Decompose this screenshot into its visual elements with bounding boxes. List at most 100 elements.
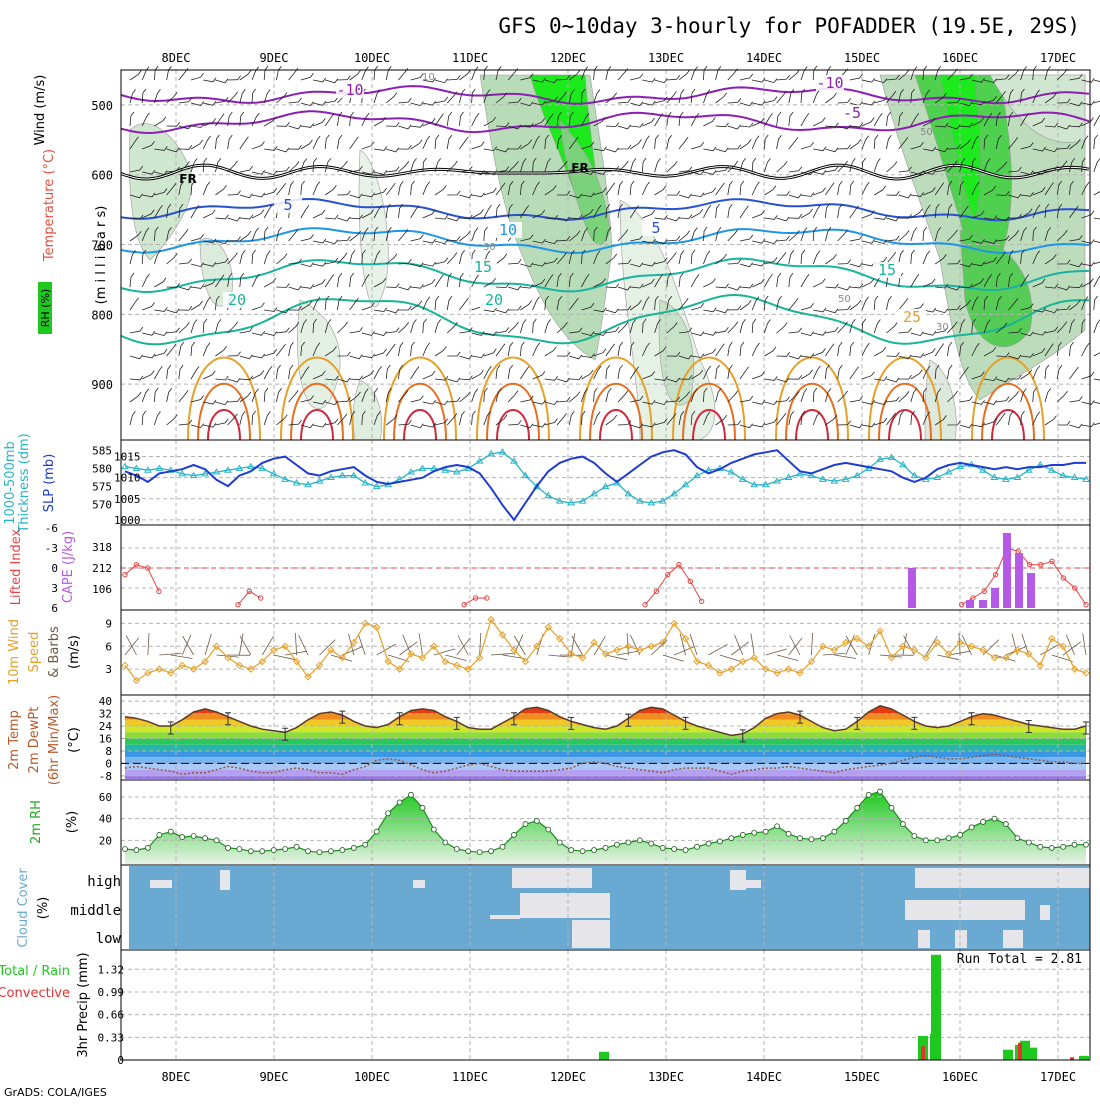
rh-point bbox=[1049, 845, 1054, 850]
precip-convective-bar bbox=[921, 1046, 925, 1060]
rh-point bbox=[340, 848, 345, 853]
temp-label-b: 2m DewPt bbox=[27, 707, 42, 774]
rh-point bbox=[969, 825, 974, 830]
rh-point bbox=[660, 845, 665, 850]
lifted-tick-label: 3 bbox=[51, 582, 58, 595]
rh-point bbox=[489, 849, 494, 854]
cape-bar bbox=[979, 600, 987, 608]
bottom-date-label: 9DEC bbox=[260, 1070, 289, 1084]
precip-tick-label: 0.33 bbox=[98, 1031, 125, 1044]
rh-point bbox=[500, 844, 505, 849]
run-total-text: Run Total = 2.81 bbox=[957, 952, 1082, 967]
rh-point bbox=[809, 837, 814, 842]
rh-point bbox=[672, 847, 677, 852]
rh-point bbox=[752, 830, 757, 835]
rh-point bbox=[614, 842, 619, 847]
top-date-label: 16DEC bbox=[942, 51, 978, 65]
cape-tick-label: 318 bbox=[92, 541, 112, 554]
rh-point bbox=[1015, 836, 1020, 841]
rh-point bbox=[923, 838, 928, 843]
lifted-tick-label: -3 bbox=[45, 542, 58, 555]
top-date-label: 13DEC bbox=[648, 51, 684, 65]
rh-point bbox=[477, 850, 482, 855]
rh-point bbox=[443, 840, 448, 845]
rh-point bbox=[683, 848, 688, 853]
isotherm-label: 20 bbox=[228, 291, 246, 309]
cloud-middle-label: middle bbox=[70, 903, 121, 919]
rh-point bbox=[797, 836, 802, 841]
rh-point bbox=[260, 849, 265, 854]
precip-total-bar bbox=[1079, 1056, 1089, 1060]
lifted-tick-label: 0 bbox=[51, 562, 58, 575]
wind-label-c: & Barbs bbox=[47, 626, 62, 678]
thickness-label: 1000-500mb bbox=[3, 441, 18, 525]
temp-tick-label: 32 bbox=[99, 708, 112, 721]
temp-tick-label: 0 bbox=[105, 757, 112, 770]
rh-point bbox=[717, 839, 722, 844]
wind-legend-label: Wind (m/s) bbox=[33, 75, 48, 146]
rh-tick-label: 20 bbox=[99, 834, 112, 847]
temp-tick-label: 8 bbox=[105, 745, 112, 758]
rh-point bbox=[946, 836, 951, 841]
rh-point bbox=[1061, 844, 1066, 849]
temp-band-8 bbox=[121, 751, 1090, 757]
isotherm-label: 15 bbox=[878, 261, 896, 279]
rh-point bbox=[511, 832, 516, 837]
isotherm-label: 25 bbox=[903, 308, 921, 326]
isotherm-label: 5 bbox=[283, 196, 292, 214]
cloud-light-block bbox=[572, 920, 610, 948]
temp-tick-label: 40 bbox=[99, 695, 112, 708]
top-date-label: 10DEC bbox=[354, 51, 390, 65]
top-date-label: 12DEC bbox=[550, 51, 586, 65]
temperature-legend-label: Temperature (°C) bbox=[42, 149, 57, 262]
rh-contour-label: 30 bbox=[483, 242, 496, 253]
rh-point bbox=[523, 822, 528, 827]
temp-band-10 bbox=[121, 763, 1090, 769]
temp-tick-label: 24 bbox=[99, 720, 113, 733]
precip-total-bar bbox=[599, 1052, 609, 1060]
cloud-light-block bbox=[220, 870, 230, 890]
isotherm-label: 15 bbox=[474, 258, 492, 276]
lifted-tick-label: -6 bbox=[45, 522, 58, 535]
rh-point bbox=[420, 805, 425, 810]
temp-label-a: 2m Temp bbox=[7, 710, 22, 770]
pressure-tick-label: 900 bbox=[91, 378, 113, 392]
rh-point bbox=[592, 848, 597, 853]
rh-point bbox=[1072, 842, 1077, 847]
bottom-date-label: 16DEC bbox=[942, 1070, 978, 1084]
pressure-tick-label: 800 bbox=[91, 308, 113, 322]
rh-point bbox=[466, 849, 471, 854]
rh-point bbox=[981, 819, 986, 824]
rh-tick-label: 60 bbox=[99, 791, 112, 804]
cloud-label: Cloud Cover bbox=[16, 868, 31, 948]
temp-unit-label: (°C) bbox=[67, 727, 82, 753]
top-date-label: 15DEC bbox=[844, 51, 880, 65]
bottom-date-label: 15DEC bbox=[844, 1070, 880, 1084]
cape-bar bbox=[966, 600, 974, 608]
rh-point bbox=[214, 838, 219, 843]
cape-bar bbox=[1015, 553, 1023, 608]
rh-point bbox=[695, 844, 700, 849]
rh-point bbox=[363, 842, 368, 847]
rh-point bbox=[649, 841, 654, 846]
bottom-date-label: 11DEC bbox=[452, 1070, 488, 1084]
rh-point bbox=[534, 818, 539, 823]
rh-point bbox=[180, 835, 185, 840]
temp-label-c: (6hr Min/Max) bbox=[47, 695, 62, 785]
wind-tick-label: 3 bbox=[105, 663, 112, 676]
rh-contour-label: 30 bbox=[936, 322, 949, 333]
rh-point bbox=[397, 800, 402, 805]
precip-total-label: Total / Rain bbox=[0, 964, 70, 979]
slp-tick-label: 1010 bbox=[114, 472, 141, 485]
temp-band-5 bbox=[121, 732, 1090, 738]
rh-point bbox=[409, 792, 414, 797]
rh-point bbox=[294, 844, 299, 849]
cloud-high-label: high bbox=[87, 874, 121, 890]
freezing-label-left: FR bbox=[179, 172, 196, 186]
rh-label: 2m RH bbox=[29, 800, 44, 844]
cloud-low-label: low bbox=[96, 931, 122, 947]
rh-point bbox=[775, 824, 780, 829]
rh-point bbox=[580, 849, 585, 854]
rh-point bbox=[889, 805, 894, 810]
